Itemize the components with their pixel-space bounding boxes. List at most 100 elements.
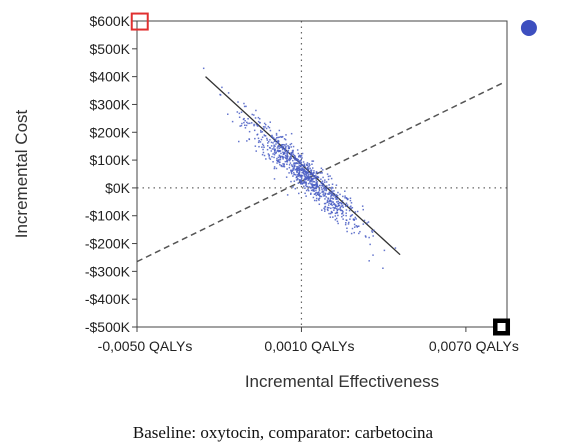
scatter-point [273, 153, 276, 156]
scatter-point [231, 120, 234, 123]
x-tick-label-0: -0,0050 QALYs [98, 338, 193, 354]
scatter-point [332, 216, 334, 218]
scatter-point [302, 168, 304, 170]
scatter-point [313, 189, 315, 191]
scatter-point [292, 175, 294, 177]
scatter-point [263, 146, 265, 149]
scatter-point [348, 206, 351, 209]
scatter-point [304, 187, 306, 189]
scatter-point [341, 204, 344, 207]
scatter-point [277, 160, 280, 162]
scatter-point [257, 137, 260, 140]
scatter-point [288, 157, 291, 160]
scatter-point [331, 191, 334, 193]
scatter-point [306, 171, 308, 173]
scatter-point [240, 111, 243, 113]
scatter-point [313, 190, 315, 192]
scatter-point [271, 155, 273, 158]
scatter-point [314, 176, 316, 178]
scatter-point [290, 146, 292, 148]
scatter-point [278, 158, 280, 161]
scatter-point [251, 113, 253, 116]
scatter-point [278, 145, 280, 148]
scatter-point [300, 168, 302, 171]
scatter-point [227, 92, 230, 94]
scatter-point [315, 197, 318, 200]
scatter-point [321, 184, 323, 187]
scatter-point [337, 197, 339, 200]
scatter-point [329, 199, 332, 201]
scatter-point [304, 176, 307, 178]
scatter-point [238, 140, 240, 143]
scatter-point [298, 192, 300, 195]
scatter-point [330, 188, 333, 190]
scatter-point [316, 183, 319, 185]
scatter-point [307, 166, 309, 169]
scatter-point [329, 216, 332, 218]
scatter-point [271, 134, 273, 137]
scatter-point [310, 187, 313, 189]
scatter-point [301, 152, 304, 155]
scatter-point [316, 184, 318, 186]
scatter-point [350, 214, 352, 217]
scatter-point [246, 121, 248, 124]
scatter-point [326, 173, 329, 175]
scatter-point [304, 192, 306, 195]
scatter-point [335, 197, 338, 199]
scatter-point [330, 207, 332, 210]
scatter-point [273, 152, 276, 154]
scatter-point [284, 152, 286, 155]
scatter-point [312, 196, 315, 199]
scatter-point [245, 124, 248, 127]
scatter-point [290, 172, 293, 175]
scatter-point [276, 147, 279, 149]
scatter-point [333, 193, 336, 195]
scatter-point [266, 139, 269, 141]
scatter-point [254, 145, 257, 147]
scatter-point [282, 147, 284, 150]
scatter-point [276, 159, 278, 162]
scatter-point [369, 243, 371, 246]
scatter-point [310, 172, 312, 175]
scatter-point [300, 183, 302, 185]
scatter-point [328, 184, 330, 186]
scatter-point [306, 172, 308, 175]
scatter-point [255, 150, 257, 152]
scatter-point [337, 191, 339, 194]
scatter-point [317, 191, 320, 193]
scatter-point [302, 172, 305, 175]
scatter-point [296, 177, 299, 180]
scatter-point [323, 184, 326, 187]
scatter-point [299, 176, 302, 178]
scatter-point [306, 175, 308, 178]
scatter-point [293, 173, 296, 176]
scatter-point [344, 195, 346, 197]
scatter-point [342, 218, 344, 220]
scatter-point [286, 156, 289, 158]
scatter-point [340, 205, 343, 207]
scatter-point [324, 198, 326, 200]
scatter-point [321, 209, 323, 211]
scatter-point [292, 153, 295, 156]
scatter-point [268, 154, 271, 156]
scatter-point [303, 185, 305, 188]
scatter-point [299, 174, 302, 177]
scatter-point [258, 118, 261, 120]
scatter-point [331, 194, 333, 197]
scatter-point [350, 232, 353, 235]
scatter-point [301, 169, 304, 171]
scatter-point [278, 161, 280, 164]
scatter-point [321, 181, 323, 184]
scatter-point [339, 193, 341, 196]
scatter-point [239, 125, 241, 127]
scatter-point [273, 146, 275, 148]
scatter-point [296, 149, 299, 151]
scatter-point [324, 193, 326, 196]
scatter-point [286, 152, 288, 154]
scatter-point [310, 193, 312, 195]
scatter-point [287, 147, 290, 149]
scatter-point [304, 171, 307, 174]
scatter-point [308, 163, 310, 165]
scatter-point [320, 182, 323, 185]
scatter-point [372, 235, 374, 237]
